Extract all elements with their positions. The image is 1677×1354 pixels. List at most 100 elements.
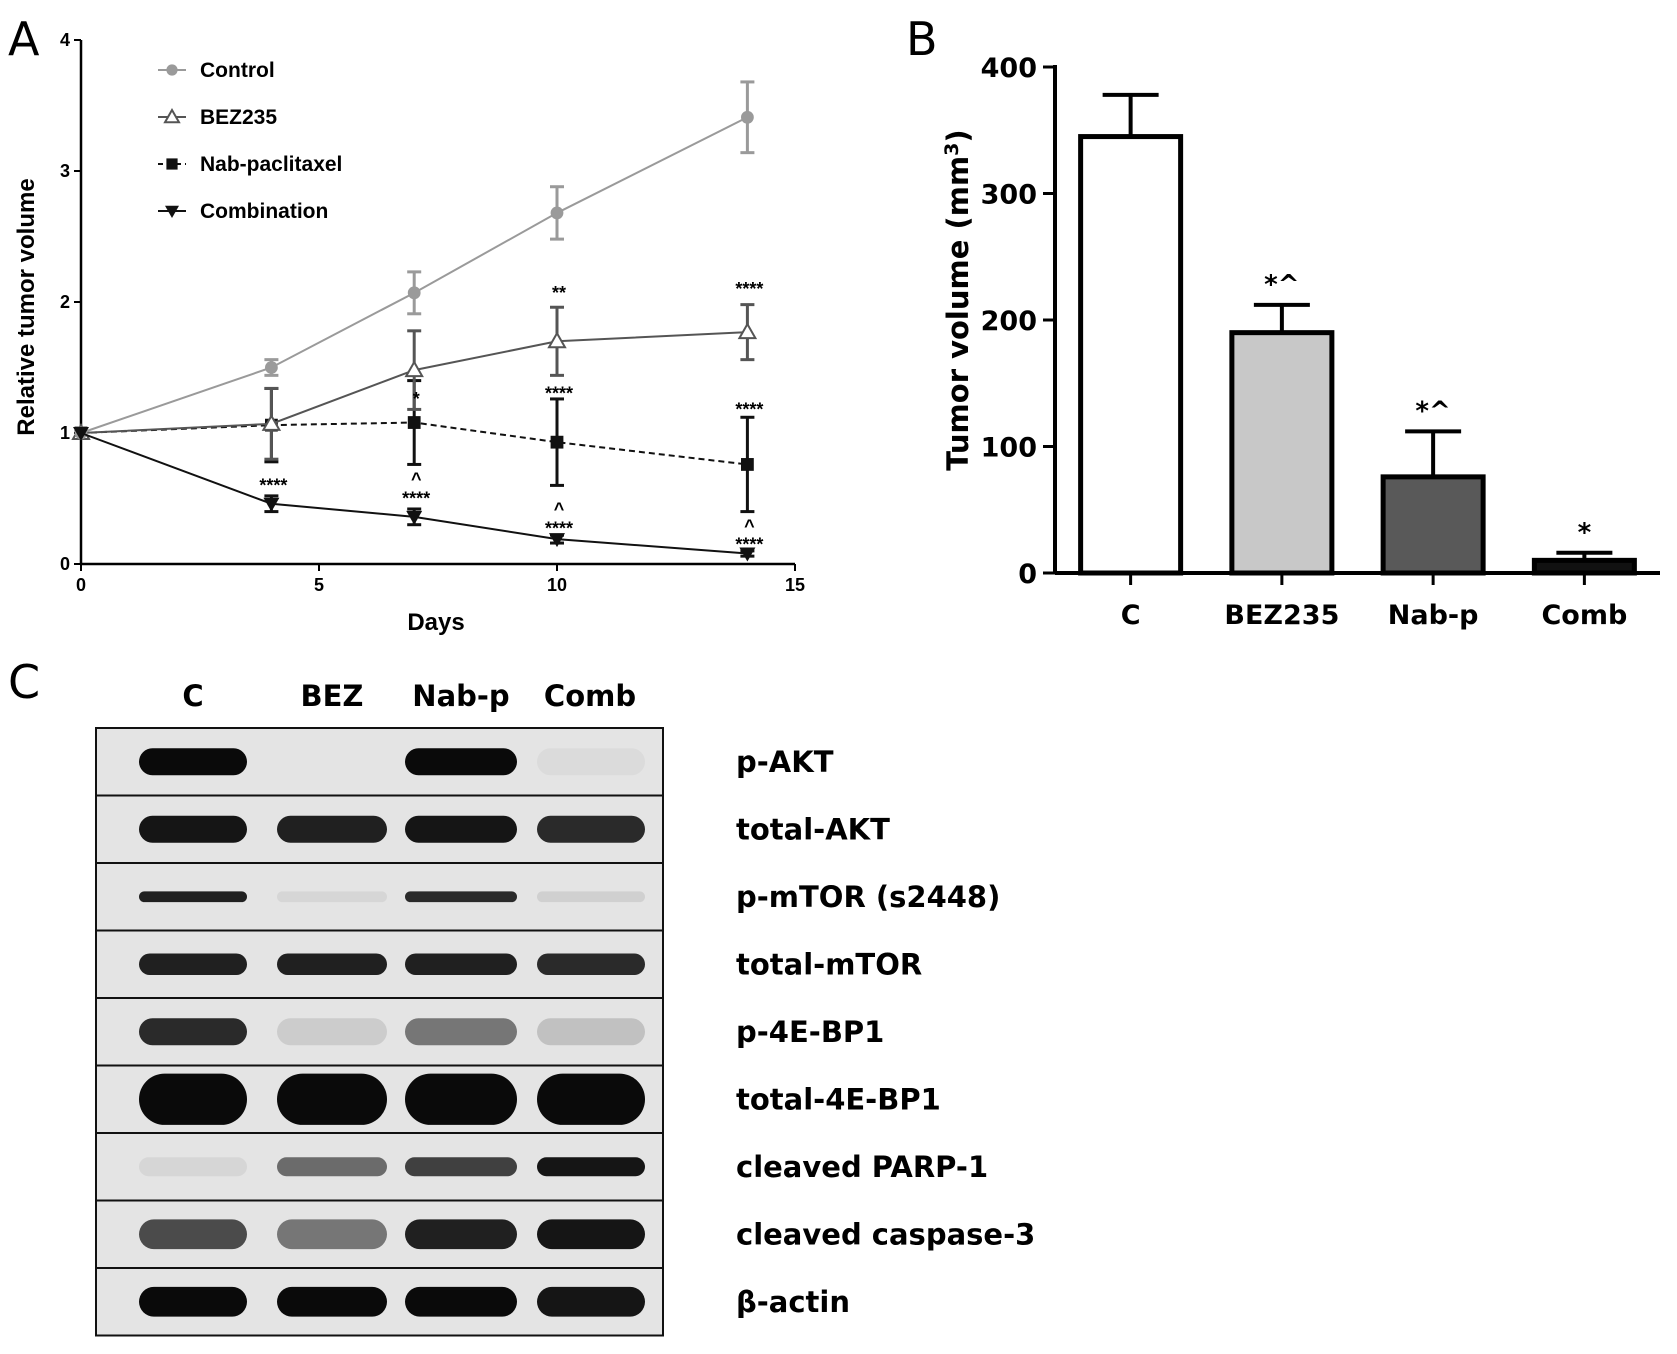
data-point — [550, 435, 564, 449]
blot-band — [537, 748, 645, 776]
bar — [1380, 474, 1486, 576]
legend-label: BEZ235 — [200, 106, 277, 129]
legend-label: Combination — [200, 200, 328, 223]
y-tick-label: 2 — [60, 292, 70, 312]
blot-band — [277, 1018, 387, 1046]
significance-label: **** — [402, 489, 430, 509]
significance-label: ** — [552, 283, 566, 303]
panel-letter-b: B — [906, 12, 938, 66]
data-point — [407, 286, 421, 300]
blot-row: p-AKT — [95, 727, 834, 797]
data-point — [406, 510, 423, 525]
blot-row: cleaved PARP-1 — [95, 1132, 988, 1202]
data-point — [261, 413, 282, 431]
protein-label: cleaved PARP-1 — [736, 1150, 988, 1184]
x-tick-label: 15 — [785, 575, 805, 595]
blot-band — [277, 891, 387, 903]
blot-row: p-4E-BP1 — [95, 997, 884, 1067]
x-tick-label: Comb — [1541, 600, 1627, 631]
data-point — [739, 547, 756, 562]
y-tick-label: 3 — [60, 161, 70, 181]
blot-row: p-mTOR (s2448) — [95, 862, 1000, 932]
data-point — [407, 416, 421, 429]
lane-label: BEZ — [301, 679, 364, 713]
legend-label: Nab-paclitaxel — [200, 153, 342, 176]
blot-row: β-actin — [95, 1267, 850, 1337]
y-tick-label: 400 — [981, 53, 1037, 84]
x-tick-label: C — [1121, 600, 1141, 631]
significance-label: ^ — [554, 499, 565, 519]
western-blot: C BEZ Nab-p Comb p-AKT total-AKT p-mTOR (s2448… — [95, 679, 1035, 1337]
data-point — [263, 497, 280, 512]
series-combination — [73, 427, 756, 562]
blot-band — [537, 815, 645, 843]
blot-band — [405, 953, 517, 976]
y-tick-label: 300 — [981, 180, 1037, 211]
blot-band — [537, 1073, 645, 1125]
significance-label: **** — [735, 534, 763, 554]
y-axis-label-end: ) — [941, 129, 975, 142]
bar — [1531, 557, 1637, 576]
y-tick-label: 100 — [981, 433, 1037, 464]
y-tick-label: 200 — [981, 306, 1037, 337]
y-tick-label: 0 — [1018, 559, 1037, 590]
significance-label: * — [1578, 518, 1592, 548]
significance-label: **** — [545, 384, 573, 404]
bar — [1078, 134, 1184, 576]
data-point — [549, 533, 565, 548]
blot-band — [405, 1219, 517, 1250]
y-tick-label: 4 — [60, 30, 70, 50]
data-point — [73, 427, 89, 441]
blot-band — [537, 1018, 645, 1046]
significance-label: **** — [545, 519, 573, 539]
blot-row: total-AKT — [95, 794, 890, 864]
significance-label: **** — [735, 399, 763, 419]
x-tick-label: 5 — [314, 575, 324, 595]
blot-band — [139, 748, 247, 776]
x-tick-label: BEZ235 — [1224, 600, 1339, 631]
significance-label: **** — [259, 475, 287, 495]
data-point — [737, 322, 758, 340]
data-point — [404, 360, 424, 378]
lane-label: C — [182, 679, 203, 713]
series-bez235 — [71, 303, 758, 461]
significance-label: *^ — [1264, 270, 1299, 300]
blot-band — [405, 748, 517, 776]
data-point — [547, 331, 567, 349]
y-axis-label: Tumor volume (mm3) — [941, 129, 975, 470]
blot-band — [277, 1157, 387, 1177]
lane-label: Comb — [544, 679, 636, 713]
blot-row: total-mTOR — [95, 929, 922, 999]
legend-marker — [163, 107, 181, 124]
protein-label: p-4E-BP1 — [736, 1015, 884, 1049]
blot-band — [139, 953, 247, 976]
blot-row: cleaved caspase-3 — [95, 1199, 1035, 1269]
blot-band — [405, 1018, 517, 1046]
blot-band — [139, 1157, 247, 1177]
blot-band — [405, 815, 517, 843]
blot-band — [277, 953, 387, 976]
significance-label: **** — [735, 279, 763, 299]
significance-label: ^ — [411, 469, 422, 489]
x-tick-label: Nab-p — [1388, 600, 1479, 631]
blot-band — [139, 1286, 247, 1317]
blot-row: total-4E-BP1 — [95, 1064, 941, 1134]
significance-label: ^ — [744, 516, 755, 536]
blot-band — [537, 1286, 645, 1317]
blot-band — [537, 891, 645, 903]
blot-band — [537, 1219, 645, 1250]
protein-label: cleaved caspase-3 — [736, 1217, 1035, 1251]
data-point — [265, 361, 278, 374]
protein-label: total-4E-BP1 — [736, 1082, 941, 1116]
panel-letter-a: A — [8, 12, 40, 66]
blot-band — [537, 953, 645, 976]
data-point — [741, 458, 754, 471]
blot-band — [277, 1219, 387, 1250]
blot-band — [277, 815, 387, 843]
blot-band — [139, 1073, 247, 1125]
protein-label: β-actin — [736, 1285, 850, 1319]
blot-band — [277, 1286, 387, 1317]
blot-band — [139, 891, 247, 903]
